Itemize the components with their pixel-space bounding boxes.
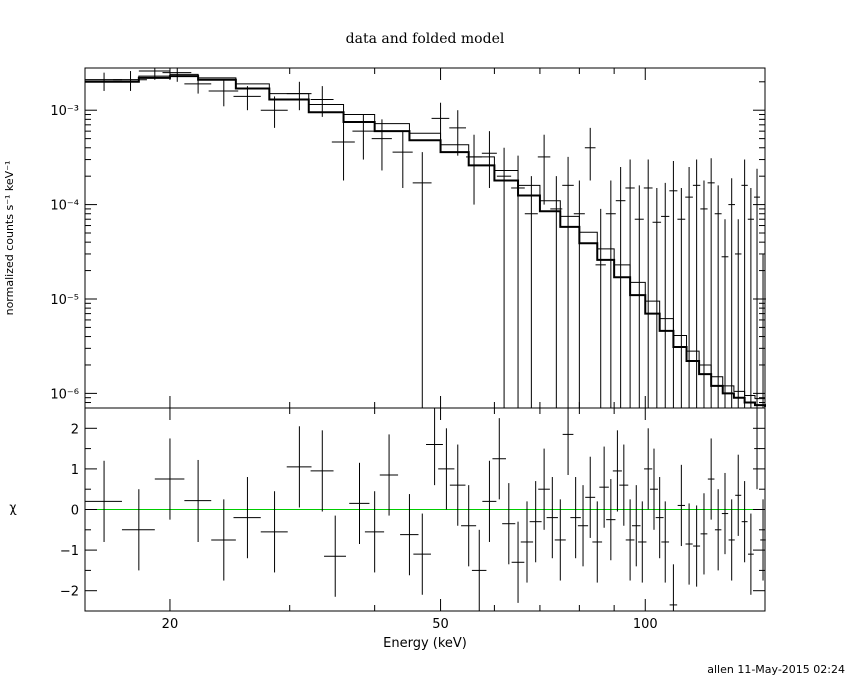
y-tick-label: 10⁻⁴: [50, 199, 79, 214]
data-crosses-group: [85, 68, 766, 408]
x-tick-label: 100: [633, 617, 658, 632]
x-tick-label: 20: [162, 617, 179, 632]
model-thin-line: [85, 73, 766, 402]
y-tick-label: 1: [71, 463, 79, 478]
y-tick-label: 10⁻⁶: [50, 387, 79, 402]
residual-ticks: [85, 407, 765, 612]
spectrum-panel: 10⁻³ 10⁻⁴ 10⁻⁵ 10⁻⁶ normalized counts s⁻¹ k…: [3, 67, 766, 409]
residual-crosses-group: [85, 408, 766, 611]
spectrum-frame: [84, 67, 766, 409]
model-thick-line: [85, 75, 766, 407]
y-tick-label: −2: [60, 585, 79, 600]
footer-credit: allen 11-May-2015 02:24: [707, 663, 845, 676]
x-axis-label: Energy (keV): [383, 636, 467, 651]
residual-panel: 2 1 0 −1 −2 20 50 100 χ Energy (keV): [9, 407, 766, 651]
residual-y-tick-labels: 2 1 0 −1 −2: [60, 422, 79, 599]
y-tick-label: 0: [71, 504, 79, 519]
y-tick-label: −1: [60, 544, 79, 559]
x-tick-label: 50: [432, 617, 449, 632]
chart-title: data and folded model: [346, 31, 505, 47]
x-tick-labels: 20 50 100: [162, 617, 658, 632]
y-tick-label: 2: [71, 422, 79, 437]
spectrum-y-tick-labels: 10⁻³ 10⁻⁴ 10⁻⁵ 10⁻⁶: [50, 104, 79, 402]
y-tick-label: 10⁻⁵: [50, 293, 79, 308]
spectrum-ticks: [85, 68, 765, 409]
y-tick-label: 10⁻³: [50, 104, 79, 119]
y-axis-label: normalized counts s⁻¹ keV⁻¹: [3, 161, 16, 316]
model-thick-line-group: [85, 75, 766, 407]
model-thin-line-group: [85, 73, 766, 402]
residual-y-axis-label: χ: [9, 501, 17, 516]
